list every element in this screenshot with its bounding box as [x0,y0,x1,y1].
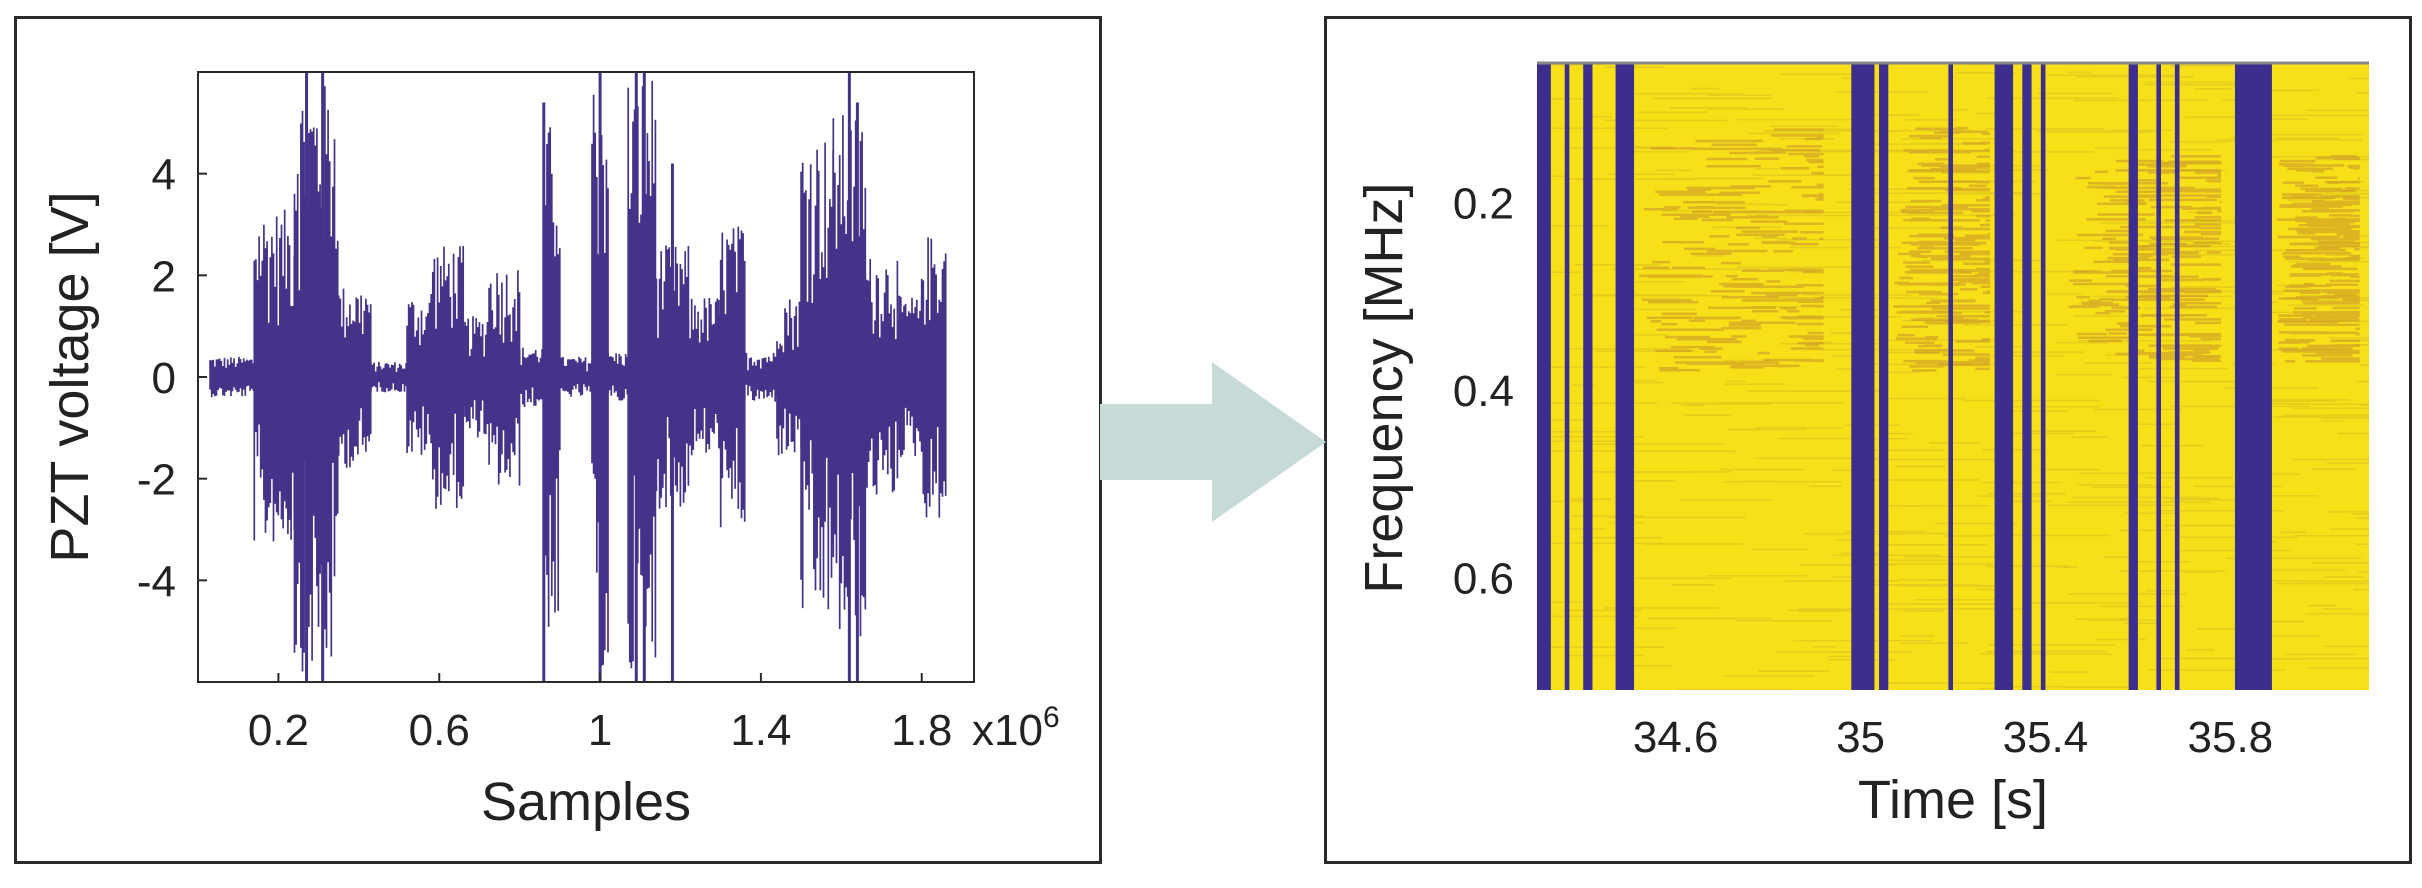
y-tick-label: -2 [137,456,176,505]
x-tick-label: 35.4 [2003,713,2089,762]
y-axis-label: Frequency [MHz] [1354,182,1414,593]
low-power-band [1583,62,1593,690]
low-power-band [2234,62,2272,690]
low-power-band [1537,62,1551,690]
transform-arrow [1100,362,1326,522]
x-tick-label: 0.6 [409,706,470,755]
spectrogram-ticks: 34.6 35 35.4 35.8 0.2 0.4 0.6 [1453,180,2273,762]
low-power-band [1994,62,2014,690]
x-tick-label: 34.6 [1633,713,1719,762]
x-tick-label: 35 [1836,713,1885,762]
low-power-band [2156,62,2161,690]
low-power-band [2174,62,2180,690]
y-tick-label: 0 [152,354,176,403]
x-tick-label: 1.4 [730,706,791,755]
x-axis-label: Samples [481,772,691,832]
y-tick-label: 4 [152,151,176,200]
low-power-band [1615,62,1635,690]
y-tick-label: 0.4 [1453,367,1514,416]
x-tick-label: 1.8 [891,706,952,755]
arrow-right-icon [1100,362,1326,522]
high-power-region [1893,126,1990,372]
high-power-region [1639,128,1824,372]
waveform-ticks: 0.2 0.6 1 1.4 1.8 4 2 0 -2 -4 [137,151,952,755]
spectrogram-texture [1538,62,2369,690]
spectrogram-heatmap [1537,62,2369,690]
x-tick-label: 35.8 [2188,713,2274,762]
low-power-band [2040,62,2046,690]
y-tick-label: -4 [137,557,176,606]
high-power-region [2277,155,2360,363]
x-multiplier-label: x106 [972,701,1060,755]
low-power-band [2022,62,2032,690]
low-power-band [1851,62,1875,690]
waveform-series [209,72,947,682]
low-power-band [1879,62,1889,690]
x-tick-label: 1 [588,706,612,755]
x-axis-label: Time [s] [1858,770,2048,830]
low-power-band [1564,62,1570,690]
y-tick-label: 2 [152,252,176,301]
y-tick-label: 0.6 [1453,555,1514,604]
low-power-band [1948,62,1953,690]
x-tick-label: 0.2 [248,706,309,755]
low-power-band [2128,62,2138,690]
y-tick-label: 0.2 [1453,180,1514,229]
y-axis-label: PZT voltage [V] [40,191,100,562]
